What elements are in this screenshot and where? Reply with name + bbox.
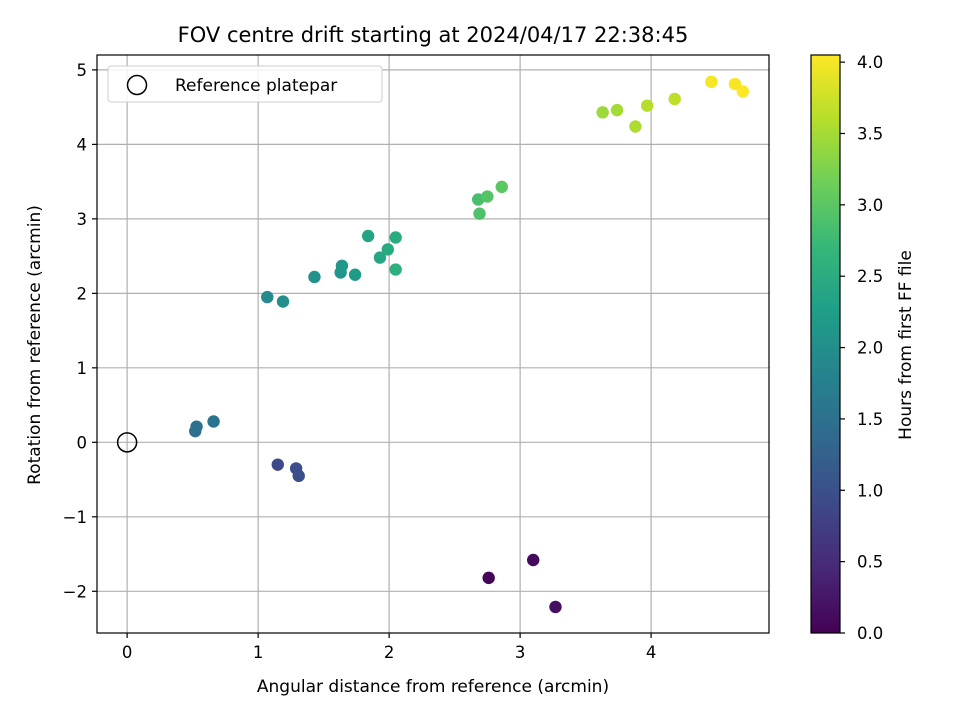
y-tick-label: −2 <box>63 582 87 601</box>
data-point <box>373 251 387 264</box>
y-tick-label: 3 <box>77 210 88 229</box>
axes-frame <box>96 54 770 634</box>
x-tick-label: 1 <box>253 643 264 662</box>
data-point <box>527 553 540 567</box>
x-tick-label: 0 <box>122 643 133 662</box>
legend: Reference platepar <box>107 65 383 103</box>
y-tick-label: 5 <box>77 61 88 80</box>
colorbar-tick-label: 3.5 <box>857 124 883 143</box>
y-tick-label: 4 <box>77 135 88 154</box>
data-points <box>189 75 750 614</box>
colorbar-tick-label: 3.0 <box>857 196 883 215</box>
x-tick-label: 2 <box>384 643 395 662</box>
data-point <box>271 458 284 471</box>
colorbar-gradient <box>811 55 840 633</box>
x-tick-label: 4 <box>646 643 657 662</box>
data-point <box>596 106 609 119</box>
data-point <box>629 120 642 133</box>
colorbar-tick-label: 1.0 <box>857 481 883 500</box>
data-point <box>207 415 220 428</box>
x-axis-label: Angular distance from reference (arcmin) <box>257 677 609 697</box>
data-point <box>389 231 402 244</box>
grid <box>97 55 769 633</box>
data-point <box>276 295 290 308</box>
data-point <box>348 268 362 281</box>
y-tick-label: 2 <box>77 284 88 303</box>
data-point <box>736 85 750 98</box>
chart-title: FOV centre drift starting at 2024/04/17 … <box>178 23 689 47</box>
data-point <box>610 103 624 117</box>
data-point <box>292 469 305 483</box>
data-point <box>495 180 508 194</box>
data-point <box>361 229 375 243</box>
colorbar-tick-label: 0.5 <box>857 553 883 572</box>
data-point <box>308 270 321 284</box>
colorbar-tick-label: 4.0 <box>857 53 883 72</box>
y-tick-label: 0 <box>77 433 88 452</box>
data-point <box>705 75 718 89</box>
y-tick-label: 1 <box>77 359 88 378</box>
data-point <box>549 600 562 614</box>
colorbar-ticks: 0.0 0.5 1.0 1.5 2.0 2.5 3.0 3.5 4.0 <box>840 53 883 643</box>
colorbar-tick-label: 0.0 <box>857 624 883 643</box>
legend-entry-reference-platepar: Reference platepar <box>175 76 337 96</box>
legend-marker-icon <box>126 74 148 96</box>
reference-platepar-marker <box>116 432 138 453</box>
data-point <box>335 259 349 272</box>
colorbar-tick-label: 2.0 <box>857 339 883 358</box>
colorbar-tick-label: 2.5 <box>857 267 883 286</box>
data-point <box>640 99 654 112</box>
data-point <box>481 190 494 203</box>
data-point <box>389 263 402 276</box>
data-point <box>473 207 486 220</box>
legend-box <box>107 65 383 103</box>
data-point <box>261 290 274 304</box>
y-tick-label: −1 <box>63 508 87 527</box>
y-axis-label: Rotation from reference (arcmin) <box>25 205 45 485</box>
data-point <box>482 571 495 585</box>
colorbar-label: Hours from first FF file <box>896 250 916 440</box>
colorbar-tick-label: 1.5 <box>857 410 883 429</box>
data-point <box>668 92 681 106</box>
colorbar-frame <box>810 54 841 634</box>
x-tick-label: 3 <box>515 643 526 662</box>
x-axis-ticks: 0 1 2 3 4 <box>122 633 656 662</box>
colorbar: 0.0 0.5 1.0 1.5 2.0 2.5 3.0 3.5 4.0 Hours from f… <box>810 53 916 643</box>
data-point <box>190 420 203 433</box>
y-axis-ticks: −2 −1 0 1 2 3 4 5 <box>63 61 97 601</box>
data-point <box>728 77 742 91</box>
data-point <box>381 243 395 256</box>
